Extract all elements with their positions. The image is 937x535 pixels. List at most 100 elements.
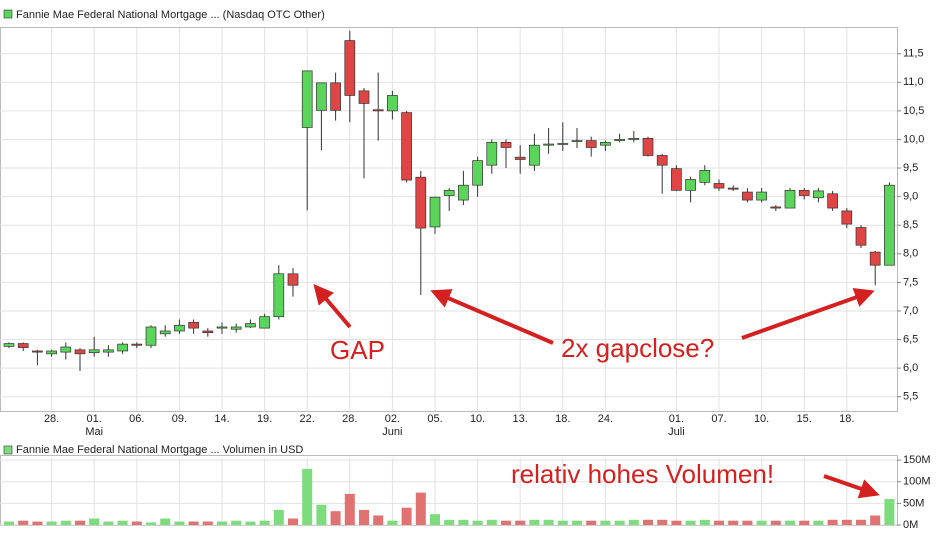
volume-bar (75, 520, 85, 525)
y-tick-label: 10,5 (903, 105, 924, 117)
volume-bar (657, 519, 668, 525)
candle-body (216, 326, 228, 329)
volume-bar (302, 468, 313, 525)
volume-bar (387, 520, 398, 525)
volume-bar (756, 520, 767, 525)
x-tick-label: 22. (300, 413, 315, 425)
candle-body (727, 187, 739, 190)
candle-body (60, 346, 72, 353)
candle-body (17, 343, 29, 348)
candle-body (74, 349, 86, 355)
volume-bar (742, 520, 753, 525)
legend-swatch (3, 9, 13, 19)
candle-body (642, 137, 654, 156)
annotation: GAP (330, 335, 385, 365)
volume-bar (699, 519, 710, 525)
x-tick-label: 24. (598, 413, 613, 425)
volume-bar (586, 520, 597, 525)
price-frame (0, 27, 898, 412)
volume-bar (643, 519, 653, 525)
volume-bar (841, 519, 852, 525)
month-label: Juni (382, 426, 402, 438)
volume-bar (217, 521, 227, 525)
price-legend: Fannie Mae Federal National Mortgage ...… (16, 9, 325, 21)
grid (0, 28, 897, 526)
y-tick-label: 8,5 (903, 219, 918, 231)
candle-body (245, 323, 256, 328)
volume-bar (572, 520, 582, 525)
volume-bar (117, 520, 128, 525)
volume-bar (685, 520, 696, 525)
candle-body (557, 143, 569, 145)
candle-body (798, 189, 810, 196)
annotation: 2x gapclose? (561, 333, 714, 363)
volume-bar (600, 520, 611, 525)
x-tick-label: 18. (555, 413, 570, 425)
candle-body (316, 82, 327, 111)
candle-body (3, 343, 15, 347)
month-label: Mai (85, 426, 103, 438)
volume-bar (32, 521, 43, 525)
candle-body (671, 168, 682, 191)
candle-body (869, 251, 881, 266)
legend-swatch (3, 445, 13, 455)
x-tick-label: 07. (711, 413, 726, 425)
volume-bar (273, 509, 284, 525)
y-tick-label: 11,0 (903, 76, 924, 88)
y-tick-label: 7,0 (903, 305, 918, 317)
x-tick-label: 10. (754, 413, 769, 425)
candle-body (259, 316, 270, 329)
candle-body (32, 350, 43, 353)
candle-body (614, 139, 625, 141)
x-tick-label: 09. (172, 413, 187, 425)
candle-body (273, 273, 285, 318)
y-tick-label: 6,5 (903, 333, 918, 345)
candle-body (103, 349, 114, 353)
x-tick-label: 02. (385, 413, 400, 425)
volume-bar (529, 519, 540, 525)
volume-bar (316, 504, 327, 525)
candle-body (713, 183, 725, 189)
x-tick-label: 06. (129, 413, 144, 425)
arrow (430, 289, 554, 345)
x-tick-label: 13. (513, 413, 528, 425)
candle-body (656, 155, 668, 166)
y-tick-label: 100M (903, 476, 931, 488)
x-tick-label: 19. (257, 413, 272, 425)
volume-bar (174, 521, 185, 525)
x-tick-label: 10. (470, 413, 485, 425)
volume-bar (884, 499, 895, 525)
candle-body (784, 189, 796, 209)
volume-bar (486, 519, 497, 525)
candle-body (202, 330, 214, 334)
candle-body (500, 141, 512, 148)
candle-body (230, 326, 242, 330)
candle-body (756, 191, 767, 201)
candle-body (344, 40, 356, 96)
y-tick-label: 5,5 (903, 391, 918, 403)
volume-bar (146, 522, 156, 525)
volume-bar (827, 519, 838, 525)
volume-bar (614, 520, 625, 525)
volume-bar (799, 520, 810, 525)
y-tick-label: 150M (903, 454, 931, 466)
candle-body (742, 191, 753, 201)
candle-body (159, 330, 171, 335)
candle-body (685, 179, 696, 191)
x-tick-label: 05. (427, 413, 442, 425)
volume-bar (245, 521, 256, 525)
candle-body (543, 143, 554, 146)
arrow (741, 287, 875, 340)
volume-bar (785, 520, 795, 525)
candle-body (699, 169, 711, 183)
volume-legend: Fannie Mae Federal National Mortgage ...… (16, 444, 303, 456)
candle-body (458, 184, 469, 201)
volume-bar (515, 520, 526, 525)
volume-bar (543, 519, 554, 525)
candle-body (358, 90, 370, 104)
x-tick-label: 15. (797, 413, 812, 425)
x-tick-label: 14. (214, 413, 229, 425)
y-tick-label: 9,0 (903, 191, 918, 203)
volume-bar (628, 519, 639, 525)
candle-body (174, 324, 185, 332)
